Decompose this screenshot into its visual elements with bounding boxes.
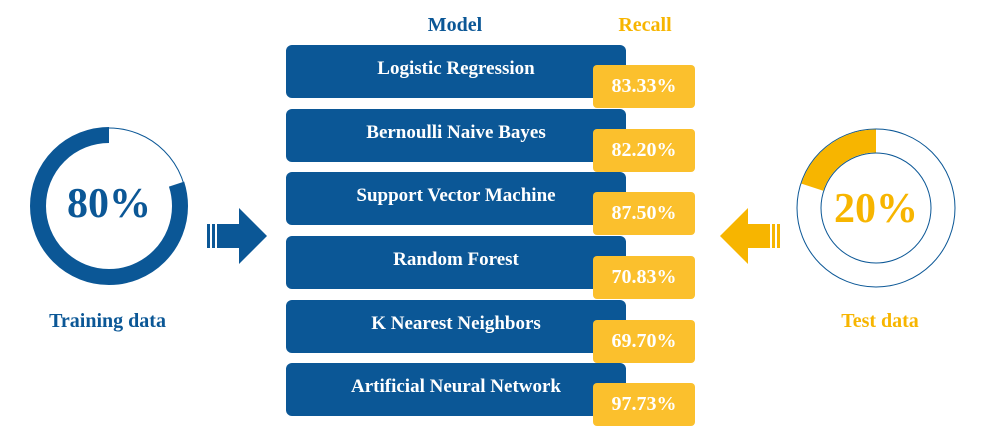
model-column-header: Model [427,14,483,36]
model-row: Support Vector Machine 87.50% [286,172,696,235]
recall-value: 97.73% [593,383,695,426]
recall-value: 70.83% [593,256,695,299]
training-percent: 80% [67,181,151,227]
training-data-label: Training data [49,310,166,332]
model-name-box: Bernoulli Naive Bayes [286,109,626,162]
model-name: Support Vector Machine [356,184,556,206]
model-row: Random Forest 70.83% [286,236,696,299]
model-row: Bernoulli Naive Bayes 82.20% [286,109,696,172]
test-data-label: Test data [841,310,919,332]
recall-value: 69.70% [593,320,695,363]
recall-value: 83.33% [593,65,695,108]
model-row: Logistic Regression 83.33% [286,45,696,108]
recall-column-header: Recall [618,14,672,36]
test-percent: 20% [834,186,918,232]
training-donut-arc [30,127,188,285]
test-donut-arc [797,129,955,287]
test-donut-chart [796,128,956,288]
model-name: Random Forest [393,248,519,270]
model-name-box: Artificial Neural Network [286,363,626,416]
training-donut-chart [30,127,188,285]
right-arrow-icon [207,208,267,264]
recall-value: 87.50% [593,192,695,235]
model-name-box: K Nearest Neighbors [286,300,626,353]
test-donut-outer-ring [796,128,956,288]
model-row: Artificial Neural Network 97.73% [286,363,696,426]
model-name-box: Random Forest [286,236,626,289]
left-arrow-icon [720,208,780,264]
model-name: Artificial Neural Network [351,375,561,397]
model-name: Bernoulli Naive Bayes [366,121,546,143]
test-donut-inner-ring [820,152,932,264]
model-name-box: Support Vector Machine [286,172,626,225]
model-name: K Nearest Neighbors [371,312,541,334]
model-row: K Nearest Neighbors 69.70% [286,300,696,363]
model-name: Logistic Regression [377,57,535,79]
model-name-box: Logistic Regression [286,45,626,98]
recall-value: 82.20% [593,129,695,172]
